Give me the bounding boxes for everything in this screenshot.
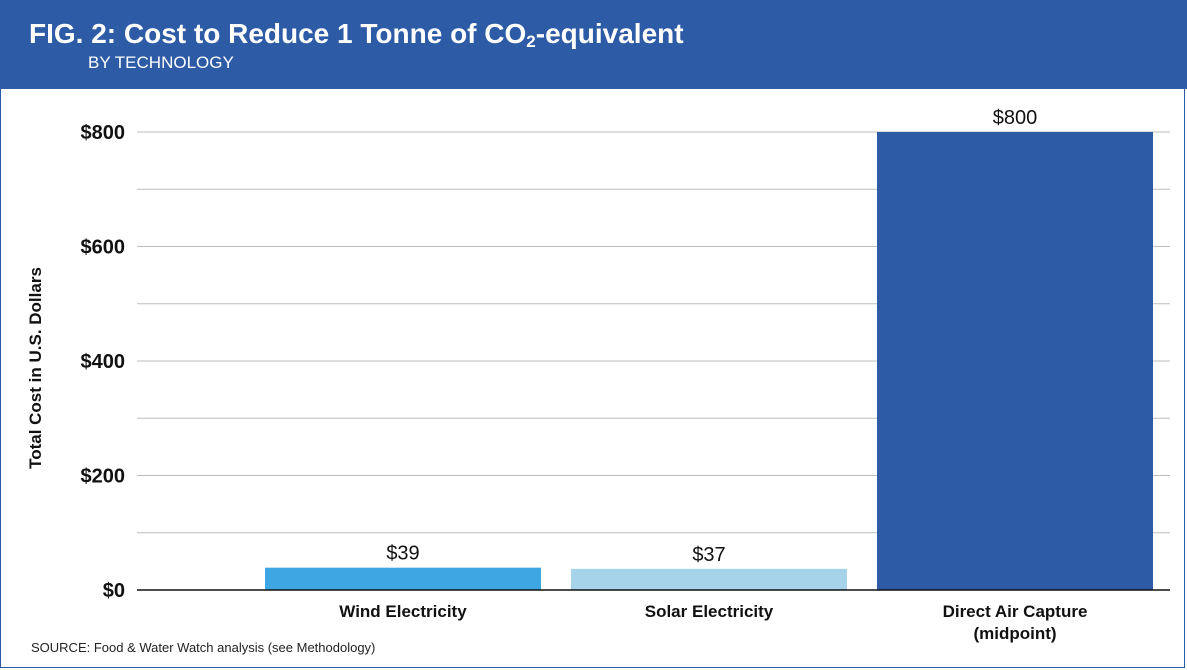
data-label: $39 xyxy=(386,543,419,565)
y-tick-label: $600 xyxy=(81,237,126,259)
bar xyxy=(265,567,541,590)
figure-header: FIG. 2: Cost to Reduce 1 Tonne of CO2-eq… xyxy=(0,0,1187,89)
category-label: (midpoint) xyxy=(973,624,1056,643)
category-label: Solar Electricity xyxy=(645,602,774,621)
source-note: SOURCE: Food & Water Watch analysis (see… xyxy=(31,640,376,655)
category-label: Direct Air Capture xyxy=(943,602,1088,621)
figure-title: FIG. 2: Cost to Reduce 1 Tonne of CO2-eq… xyxy=(29,18,684,50)
title-text: Cost to Reduce 1 Tonne of CO2-equivalent xyxy=(123,18,684,51)
bar xyxy=(571,568,847,590)
y-tick-label: $400 xyxy=(81,351,126,373)
y-tick-label: $800 xyxy=(81,122,126,144)
title-subscript: 2 xyxy=(526,32,536,51)
title-after: -equivalent xyxy=(535,18,684,49)
y-tick-label: $0 xyxy=(103,580,125,602)
data-label: $800 xyxy=(993,107,1038,129)
category-label: Wind Electricity xyxy=(339,602,467,621)
bar xyxy=(877,132,1153,590)
figure-subtitle: BY TECHNOLOGY xyxy=(88,53,234,72)
figure-number: FIG. 2: xyxy=(29,18,117,49)
title-before: Cost to Reduce 1 Tonne of CO xyxy=(123,18,527,49)
data-label: $37 xyxy=(692,544,725,566)
y-tick-label: $200 xyxy=(81,466,126,488)
